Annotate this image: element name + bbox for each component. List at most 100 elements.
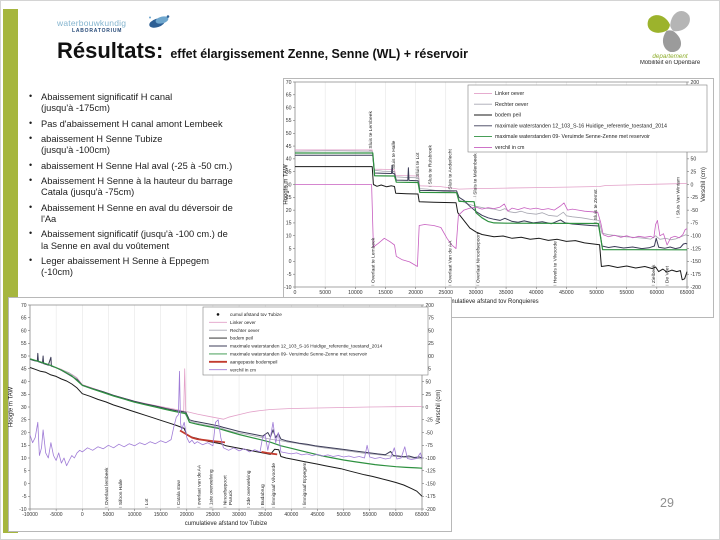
page-number: 29 bbox=[660, 496, 674, 510]
annotation-label: Catala stuw bbox=[176, 480, 182, 506]
series-line bbox=[295, 152, 688, 251]
x-tick-label: 65000 bbox=[415, 512, 429, 518]
y2-tick-label: -150 bbox=[691, 259, 701, 265]
annotation-label: Sifoon Halle bbox=[118, 479, 124, 505]
y2-tick-label: -125 bbox=[426, 469, 436, 475]
pinwheel-icon bbox=[647, 11, 690, 52]
legend-label: aangepaste bodempeil bbox=[230, 359, 277, 364]
x-tick-label: 60000 bbox=[389, 512, 403, 518]
annotation-label: Zielbeek bbox=[651, 264, 657, 283]
y-tick-label: 10 bbox=[21, 456, 27, 462]
y2-tick-label: 50 bbox=[426, 379, 432, 385]
annotation-label: Overlaat lembeek bbox=[104, 467, 110, 505]
series-line bbox=[295, 154, 688, 250]
annotation-label: limnigraaf Eppegem bbox=[302, 463, 308, 506]
x-tick-label: 45000 bbox=[559, 290, 574, 296]
x-tick-label: 60000 bbox=[650, 290, 665, 296]
waterbouwkundig-logo: waterbouwkundig LABORATORIUM bbox=[57, 15, 177, 44]
y2-tick-label: -50 bbox=[691, 208, 699, 214]
x-tick-label: 40000 bbox=[529, 290, 544, 296]
y-tick-label: 0 bbox=[24, 481, 27, 487]
y2-tick-label: -75 bbox=[426, 443, 433, 449]
y2-tick-label: 0 bbox=[426, 405, 429, 411]
y-tick-label: 45 bbox=[21, 367, 27, 373]
y-tick-label: 35 bbox=[21, 392, 27, 398]
x-tick-label: 30000 bbox=[469, 290, 484, 296]
annotation-label: Sluis te Ruisbroek bbox=[428, 145, 434, 185]
bullet-list: Abaissement significatif H canal (jusqu'… bbox=[27, 91, 281, 283]
y-tick-label: -5 bbox=[22, 494, 27, 500]
y2-tick-label: 50 bbox=[691, 157, 697, 163]
logo-text-laboratorium: LABORATORIUM bbox=[72, 28, 123, 34]
y2-tick-label: 100 bbox=[426, 354, 435, 360]
department-subtitle-clipped: Mobiliteit en Openbare Werken bbox=[639, 60, 701, 65]
y2-tick-label: 25 bbox=[426, 392, 432, 398]
x-tick-label: 55000 bbox=[619, 290, 634, 296]
x-tick-label: 0 bbox=[81, 512, 84, 518]
annotation-label: Sluis te Molenbeek bbox=[472, 153, 478, 195]
bullet-item: Abaissement significatif H canal (jusqu'… bbox=[27, 91, 281, 115]
y-tick-label: 50 bbox=[286, 131, 292, 137]
y2-tick-label: -25 bbox=[426, 418, 433, 424]
title-main: Résultats: bbox=[57, 38, 164, 63]
y2-tick-label: -50 bbox=[426, 430, 433, 436]
legend-box bbox=[467, 84, 708, 153]
y-axis-label: Hoogte m TAW bbox=[9, 387, 15, 428]
annotation-label: Paruck bbox=[228, 490, 234, 506]
canal-profile-svg: 0 5000 10000 15000 20000 25000 30000 35000 40000… bbox=[283, 78, 714, 318]
y2-tick-label: -100 bbox=[426, 456, 436, 462]
x-tick-label: 10000 bbox=[348, 290, 363, 296]
x-tick-label: 65000 bbox=[680, 290, 695, 296]
x-tick-label: 5000 bbox=[103, 512, 114, 518]
legend-label: Rechter oever bbox=[495, 102, 529, 108]
slide-title: Résultats: effet élargissement Zenne, Se… bbox=[57, 38, 657, 64]
x-tick-label: 10000 bbox=[128, 512, 142, 518]
series-line bbox=[179, 429, 226, 444]
legend-label: maximale waterstanden 12_103_S-16 Huidig… bbox=[230, 344, 383, 349]
y2-tick-label: -75 bbox=[691, 221, 699, 227]
y-tick-label: 70 bbox=[286, 80, 292, 86]
y-tick-label: 30 bbox=[21, 405, 27, 411]
series-line bbox=[29, 367, 423, 497]
x-tick-label: 35000 bbox=[499, 290, 514, 296]
y-tick-label: 40 bbox=[286, 157, 292, 163]
legend-label: verchil in cm bbox=[495, 145, 525, 151]
x-tick-label: 0 bbox=[294, 290, 297, 296]
bullet-item: abaissement H Senne Hal aval (-25 à -50 … bbox=[27, 160, 281, 172]
annotation-label: Sluis te Zemst bbox=[593, 189, 599, 221]
y2-tick-label: -200 bbox=[691, 285, 701, 291]
logo-text-waterbouwkundig: waterbouwkundig bbox=[57, 18, 127, 28]
series-line bbox=[295, 184, 688, 267]
legend-label: verchil in cm bbox=[230, 367, 256, 372]
legend-label: Rechter oever bbox=[230, 328, 260, 333]
series-line bbox=[29, 370, 423, 467]
x-tick-label: 40000 bbox=[284, 512, 298, 518]
y-tick-label: 20 bbox=[286, 208, 292, 214]
x-tick-label: 45000 bbox=[311, 512, 325, 518]
series-line bbox=[261, 451, 278, 456]
legend-label: maximale waterstanden 12_103_S-16 Huidig… bbox=[495, 123, 667, 129]
y2-tick-label: 0 bbox=[691, 182, 694, 188]
x-tick-label: 15000 bbox=[378, 290, 393, 296]
x-tick-label: 5000 bbox=[319, 290, 331, 296]
y-tick-label: -5 bbox=[287, 272, 292, 278]
y-tick-label: 60 bbox=[286, 105, 292, 111]
series-line bbox=[295, 149, 688, 190]
x-tick-label: 15000 bbox=[154, 512, 168, 518]
legend-label: bodem peil bbox=[230, 336, 253, 341]
y-tick-label: 15 bbox=[286, 221, 292, 227]
legend-label: maximale waterstanden 09- Veruimde Senne… bbox=[495, 134, 650, 140]
annotation-label: 1ste overwelving bbox=[208, 469, 214, 505]
annotation-label: 2de overwelving bbox=[246, 470, 252, 505]
y-tick-label: 70 bbox=[21, 303, 27, 309]
annotation-label: De Vliet bbox=[665, 265, 671, 283]
series-line bbox=[29, 358, 423, 469]
x-axis-label: cumulatieve afstand tov Ronquieres bbox=[443, 299, 538, 305]
y2-tick-label: 150 bbox=[426, 328, 435, 334]
y-tick-label: 5 bbox=[24, 469, 27, 475]
x-tick-label: 30000 bbox=[232, 512, 246, 518]
chart-senne-profile: -10000 -5000 0 5000 10000 15000 20000 25000 3000… bbox=[8, 297, 452, 532]
annotation-label: Budabrug bbox=[260, 484, 266, 505]
y2-tick-label: -125 bbox=[691, 246, 701, 252]
